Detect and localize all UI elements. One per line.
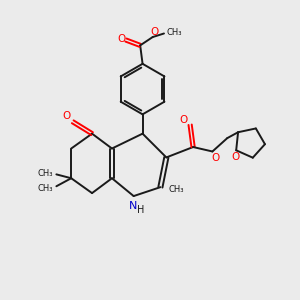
Text: O: O <box>232 152 240 162</box>
Text: O: O <box>179 115 188 125</box>
Text: CH₃: CH₃ <box>37 169 52 178</box>
Text: O: O <box>212 153 220 163</box>
Text: H: H <box>136 205 144 215</box>
Text: O: O <box>63 111 71 122</box>
Text: O: O <box>150 27 158 37</box>
Text: N: N <box>129 201 137 211</box>
Text: O: O <box>117 34 126 44</box>
Text: CH₃: CH₃ <box>167 28 182 37</box>
Text: CH₃: CH₃ <box>169 185 184 194</box>
Text: CH₃: CH₃ <box>37 184 52 193</box>
